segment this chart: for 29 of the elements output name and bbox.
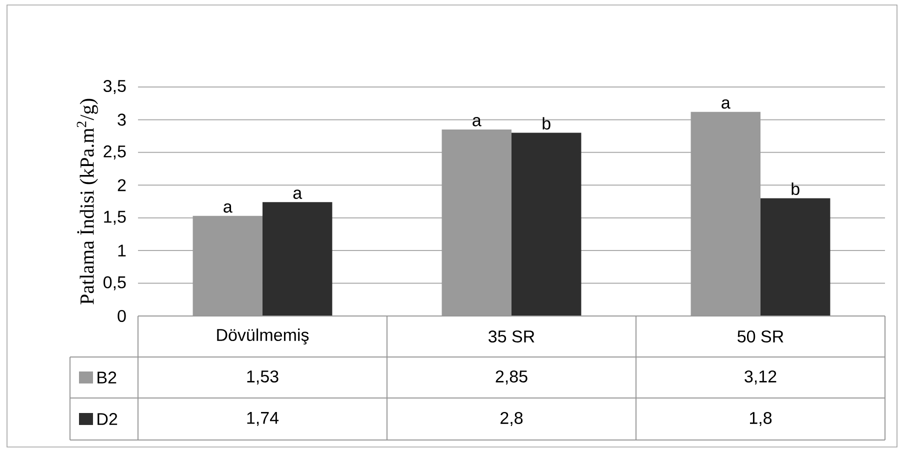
data-label: 1,8 — [750, 412, 772, 426]
annotation: b — [792, 182, 800, 196]
y-tick-label: 2 — [118, 179, 126, 192]
x-tick-label: 35 SR — [488, 330, 534, 343]
y-axis-title: Patlama İndisi (kPa.m$^{2}$/g) — [76, 98, 98, 304]
y-tick-label: 3 — [118, 114, 126, 126]
data-label: 2,8 — [500, 412, 523, 426]
x-tick-label: Dövülmemiş — [217, 328, 309, 344]
y-tick-label: 0 — [118, 310, 126, 322]
annotation: a — [722, 99, 730, 109]
y-tick-label: 3,5 — [103, 80, 126, 94]
bar — [262, 202, 332, 316]
legend-label: D2 — [98, 413, 118, 425]
annotation: a — [224, 203, 232, 213]
annotation: a — [293, 190, 302, 199]
y-tick-label: 2,5 — [104, 145, 126, 160]
annotation: b — [542, 117, 550, 130]
x-tick-label: 50 SR — [738, 330, 784, 343]
y-tick-label: 0,5 — [104, 276, 126, 290]
bar — [760, 198, 830, 316]
data-label: 3,12 — [744, 370, 776, 385]
data-label: 2,85 — [496, 370, 528, 385]
y-tick-label: 1 — [118, 244, 126, 256]
annotation: a — [472, 117, 482, 126]
legend-label: B2 — [98, 372, 116, 384]
y-tick-label: 1,5 — [104, 210, 126, 225]
bar — [512, 132, 582, 316]
data-label: 1,74 — [247, 412, 279, 426]
data-label: 1,53 — [247, 370, 278, 385]
